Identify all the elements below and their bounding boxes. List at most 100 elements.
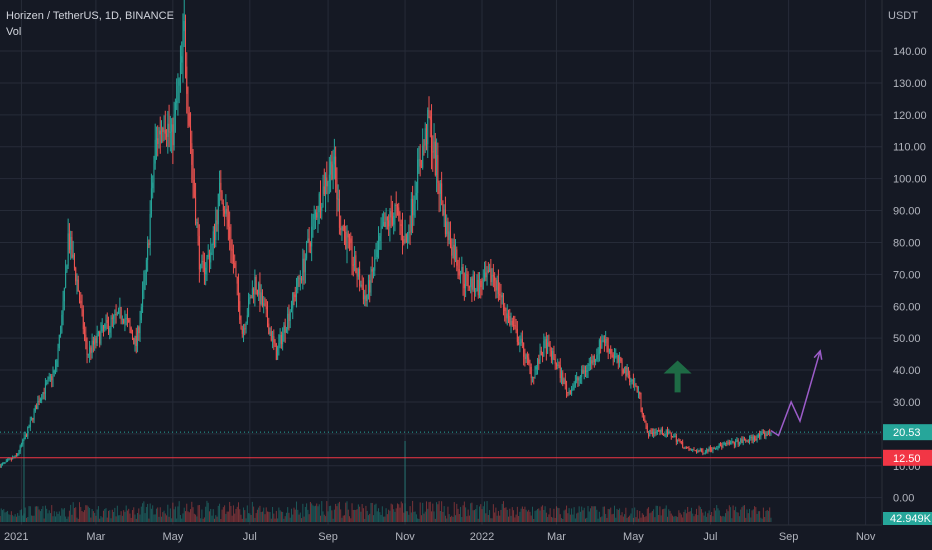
candle-body [463,283,465,289]
candle-body [71,237,73,258]
support-price-tag-bg [883,449,932,466]
price-tick-label: 140.00 [893,46,927,58]
candle-body [492,275,494,277]
volume-bar [462,505,464,522]
volume-bar [356,509,358,522]
candle-body [424,128,426,146]
volume-bar [212,509,214,522]
candle-body [191,143,193,165]
candle-body [41,398,43,400]
candle-body [340,227,342,231]
volume-bar [197,505,199,522]
volume-spike [404,441,406,522]
volume-bar [443,506,445,522]
volume-bar [438,501,440,522]
candle-body [395,204,397,207]
candle-body [229,226,231,239]
volume-bar [497,511,499,522]
volume-bar [489,510,491,522]
candle-body [595,359,597,363]
candle-body [145,259,147,274]
candle-body [147,243,149,260]
volume-bar [184,511,186,522]
candle-body [36,406,38,410]
candle-body [465,274,467,289]
candle-body [419,159,421,167]
volume-bar [357,504,359,522]
volume-bar [689,511,691,522]
candle-body [478,280,480,296]
volume-bar [192,507,194,522]
candle-body [113,315,115,319]
last-price-tag-label: 20.53 [893,427,921,439]
volume-bar [442,511,444,522]
candle-body [270,331,272,341]
volume-bar [196,516,198,522]
volume-bar [133,507,135,522]
candle-body [603,340,605,343]
candle-body [508,313,510,317]
candle-body [428,109,430,117]
candle-body [548,342,550,347]
volume-bar [506,509,508,522]
candle-body [360,284,362,286]
volume-bar [649,513,651,522]
volume-bar [106,517,108,522]
volume-bar [0,516,1,522]
candle-body [31,417,33,421]
candle-body [328,174,330,182]
candle-body [355,255,357,274]
time-tick-label: Sep [779,531,799,543]
volume-bar [677,516,679,522]
candle-body [285,329,287,333]
candle-body [725,443,727,445]
volume-bar [590,508,592,522]
candle-body [73,254,75,268]
candle-body [95,337,97,343]
volume-bar [119,515,121,522]
volume-bar [448,514,450,522]
volume-bar [330,505,332,522]
volume-bar [138,508,140,522]
volume-bar [641,513,643,522]
candle-body [452,244,454,256]
candle-body [195,197,197,224]
volume-bar [18,515,20,522]
candle-body [471,278,473,290]
volume-bar [480,504,482,522]
candle-body [248,299,250,316]
candle-body [721,445,723,448]
volume-bar [28,506,30,522]
candle-body [221,191,223,204]
time-axis-pane[interactable] [0,525,932,550]
volume-bar [439,510,441,522]
volume-bar [769,507,771,522]
volume-bar [578,506,580,522]
candle-body [81,303,83,310]
volume-bar [732,505,734,522]
candle-body [51,376,53,381]
candle-body [476,279,478,292]
candle-body [727,441,729,444]
candle-body [460,273,462,276]
volume-bar [39,511,41,522]
symbol-line[interactable]: Horizen / TetherUS, 1D, BINANCE [6,10,174,22]
candle-body [593,356,595,363]
volume-bar [20,509,22,522]
indicator-label[interactable]: Vol [6,26,22,38]
volume-bar [37,506,39,522]
volume-bar [102,510,104,522]
volume-bar [531,506,533,522]
volume-bar [653,509,655,522]
candle-body [654,431,656,434]
candle-body [529,363,531,367]
volume-bar [607,508,609,522]
candle-body [8,459,10,461]
candle-body [467,275,469,287]
candle-body [53,370,55,373]
candle-body [208,254,210,263]
volume-bar [104,508,106,522]
volume-bar [284,516,286,522]
volume-bar [422,502,424,522]
